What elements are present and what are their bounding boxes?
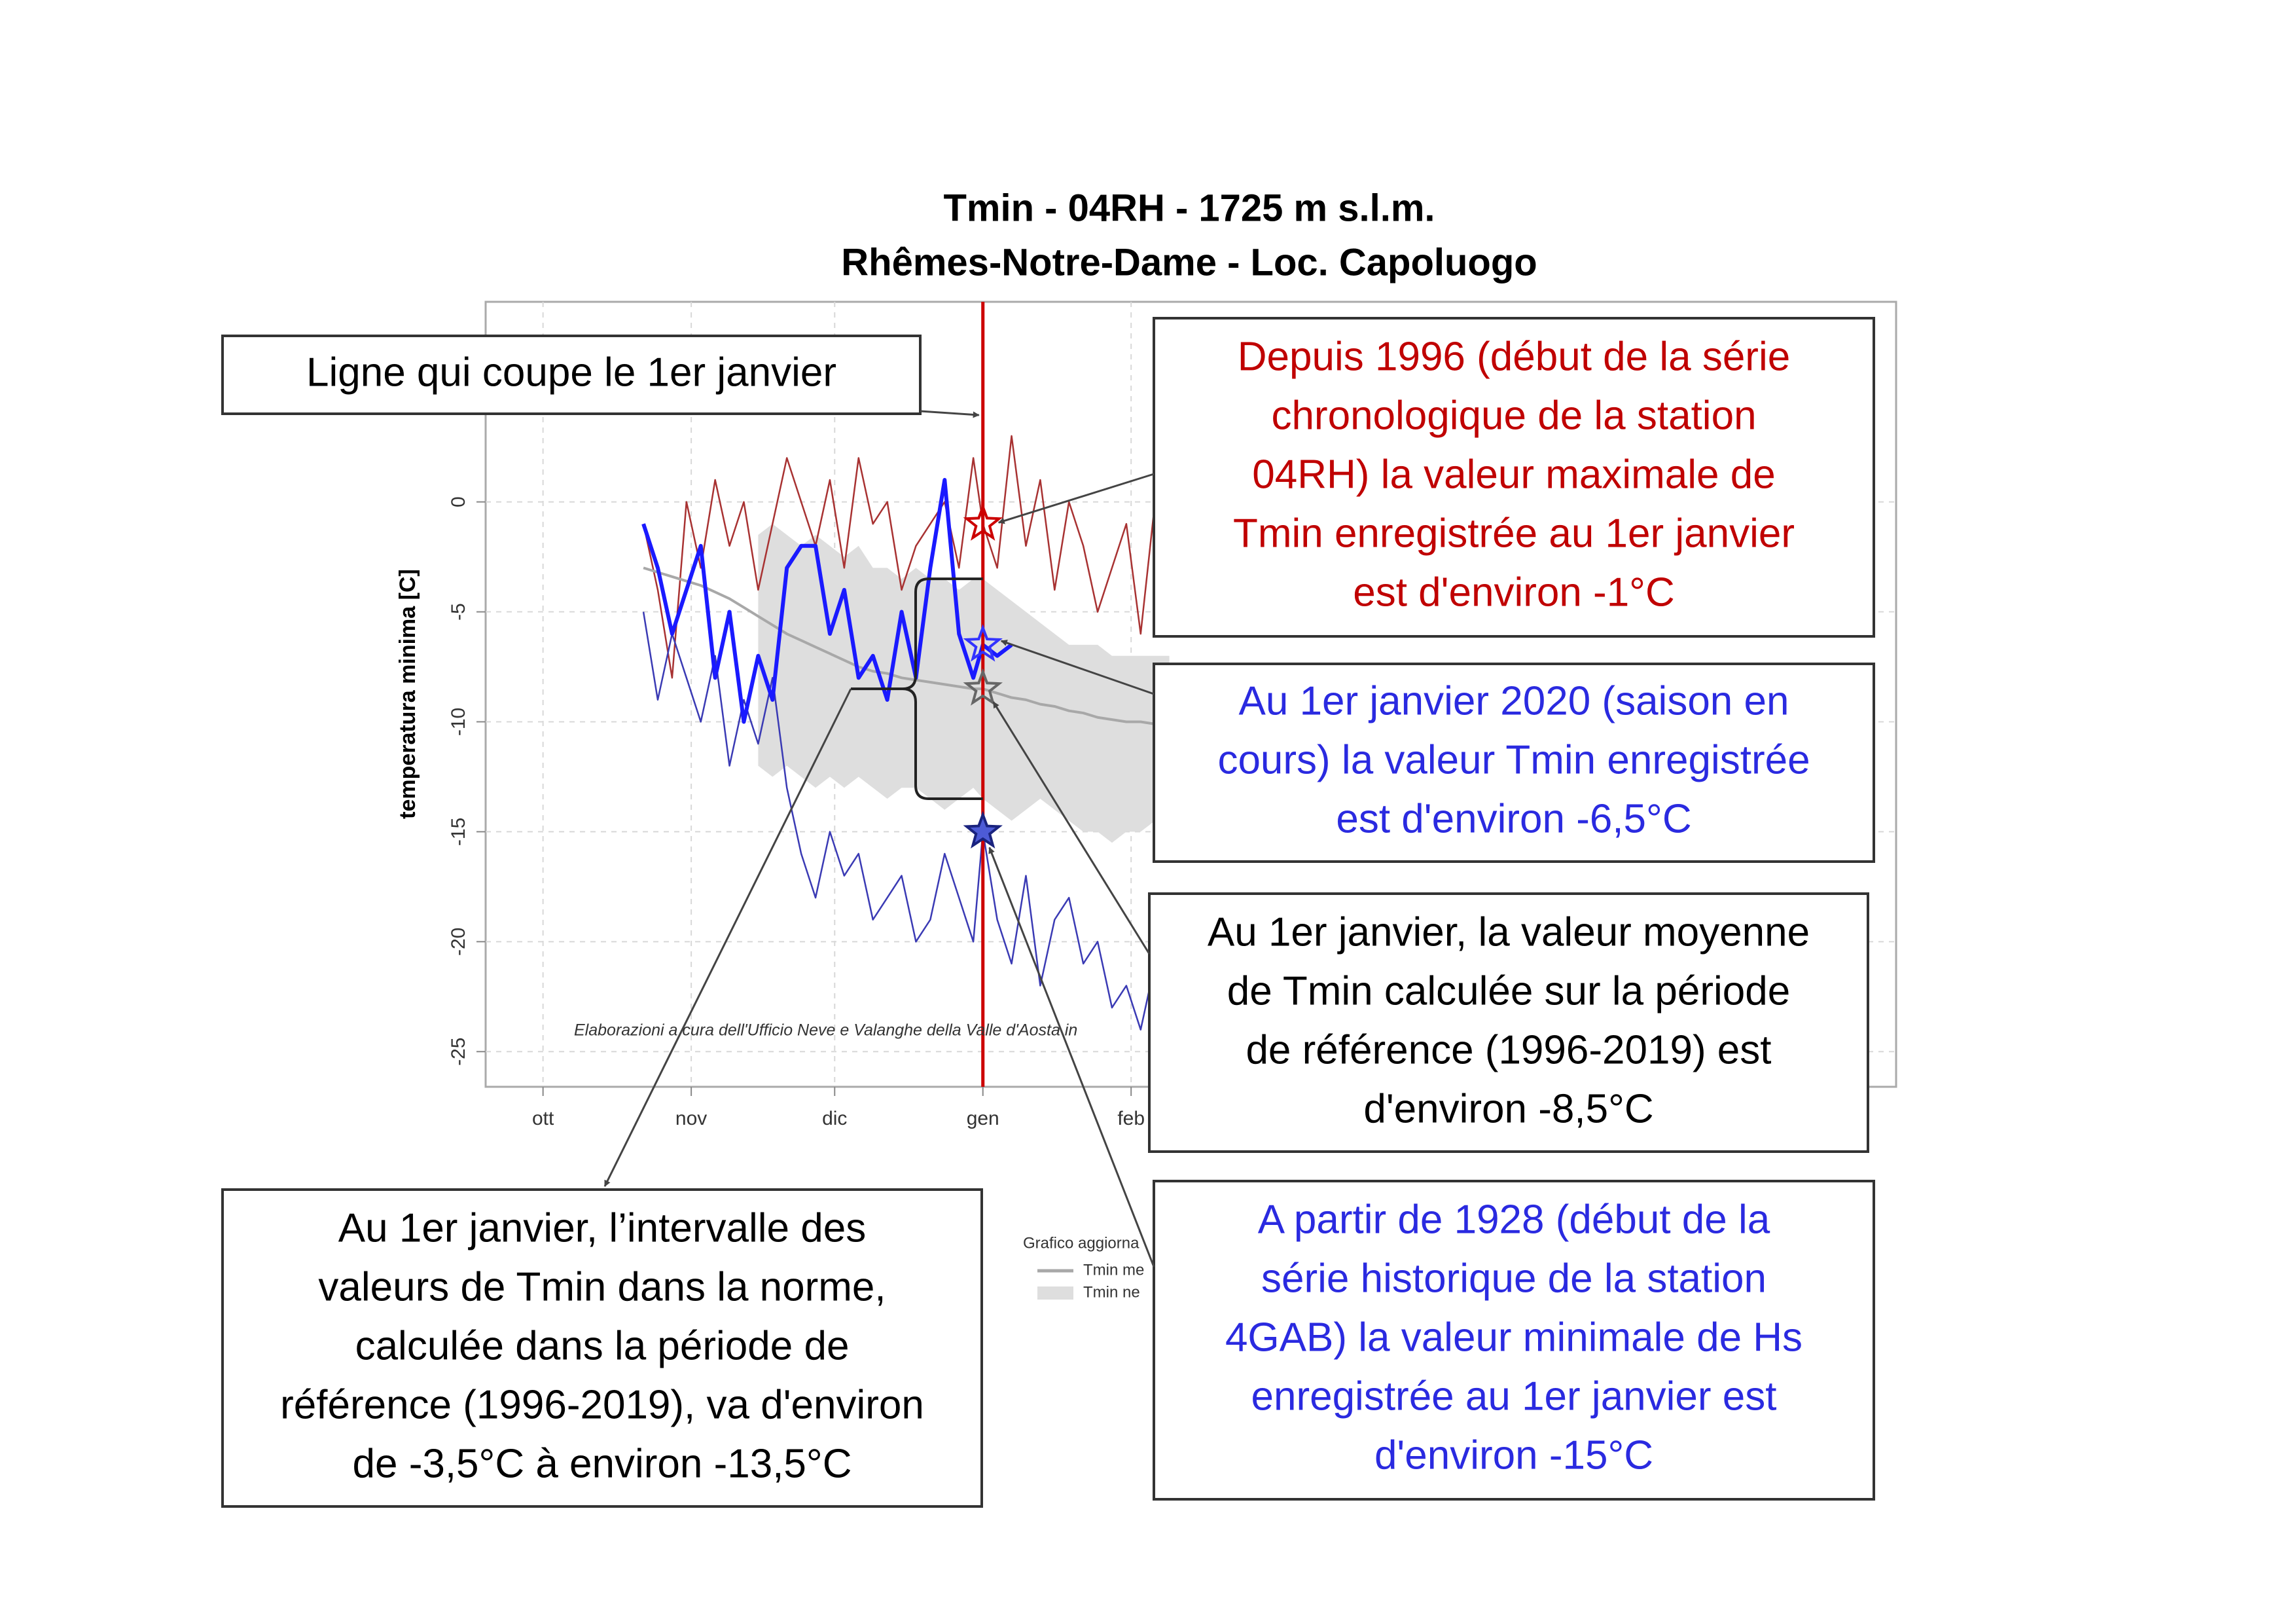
arrow [1000,640,1155,695]
annotation-text: référence (1996-2019), va d'environ [280,1382,924,1427]
y-tick-label: -20 [448,928,469,956]
x-tick-label: nov [675,1108,707,1129]
y-tick-label: 0 [448,496,469,507]
x-tick-label: gen [967,1108,999,1129]
legend-title: Grafico aggiorna [1023,1234,1139,1252]
arrow [920,410,980,418]
annotation-text: Depuis 1996 (début de la série [1238,334,1790,379]
annotation-text: cours) la valeur Tmin enregistrée [1217,737,1810,782]
star-marker [963,811,1003,849]
x-tick-label: feb [1117,1108,1145,1129]
y-tick-label: -25 [448,1038,469,1066]
annotation-text: chronologique de la station [1271,393,1756,438]
annotation-text: Au 1er janvier 2020 (saison en [1239,678,1789,723]
annotation-text: de référence (1996-2019) est [1246,1027,1771,1072]
bracket [851,577,983,801]
annotation-box [1153,1180,1875,1501]
annotation-text: Au 1er janvier, la valeur moyenne [1208,909,1810,955]
x-tick-label: ott [532,1108,554,1129]
annotation-text: 4GAB) la valeur minimale de Hs [1225,1315,1803,1360]
x-tick-label: dic [822,1108,847,1129]
series-line [641,478,1013,724]
series-line [643,566,1170,728]
series-line [642,435,1170,679]
annotation-text: est d'environ -1°C [1353,570,1675,615]
annotation-text: A partir de 1928 (début de la [1258,1197,1770,1242]
annotation-text: d'environ -8,5°C [1363,1086,1653,1131]
star-marker [963,668,1003,706]
annotation-box [1148,892,1869,1153]
annotation-text: Tmin enregistrée au 1er janvier [1233,511,1795,556]
annotation-text: série historique de la station [1261,1256,1767,1301]
legend-label: Tmin ne [1083,1283,1140,1301]
annotation-text: de Tmin calculée sur la période [1227,968,1790,1013]
star-marker [963,503,1003,541]
annotation-box [1153,317,1875,638]
star-marker [963,624,1003,662]
annotation-text: est d'environ -6,5°C [1336,796,1691,841]
y-axis-label: temperatura minima [C] [395,569,420,819]
annotation-text: enregistrée au 1er janvier est [1251,1374,1776,1419]
annotation-box [221,335,922,415]
arrow [988,847,1155,1267]
annotation-text: Ligne qui coupe le 1er janvier [306,350,836,395]
annotation-text: d'environ -15°C [1374,1432,1653,1478]
normal-band [758,524,1170,843]
annotation-text: 04RH) la valeur maximale de [1252,452,1775,497]
annotation-text: calculée dans la période de [355,1323,850,1368]
y-tick-label: -10 [448,708,469,736]
chart-title: Tmin - 04RH - 1725 m s.l.m. [943,187,1435,229]
legend-label: Tmin me [1083,1261,1144,1279]
y-tick-label: -15 [448,818,469,846]
arrow [997,473,1155,524]
annotation-box [1153,663,1875,863]
annotation-text: Au 1er janvier, l’intervalle des [338,1205,866,1250]
annotation-box [221,1188,983,1508]
y-tick-label: -5 [448,603,469,621]
chart-subtitle: Rhêmes-Notre-Dame - Loc. Capoluogo [841,241,1537,283]
annotation-text: valeurs de Tmin dans la norme, [318,1264,886,1309]
series-line [642,611,1170,1030]
credit: Elaborazioni a cura dell'Ufficio Neve e … [574,1021,1077,1040]
arrow [992,701,1151,955]
annotation-text: de -3,5°C à environ -13,5°C [353,1441,852,1486]
legend-swatch [1037,1286,1073,1300]
arrow [603,688,852,1187]
